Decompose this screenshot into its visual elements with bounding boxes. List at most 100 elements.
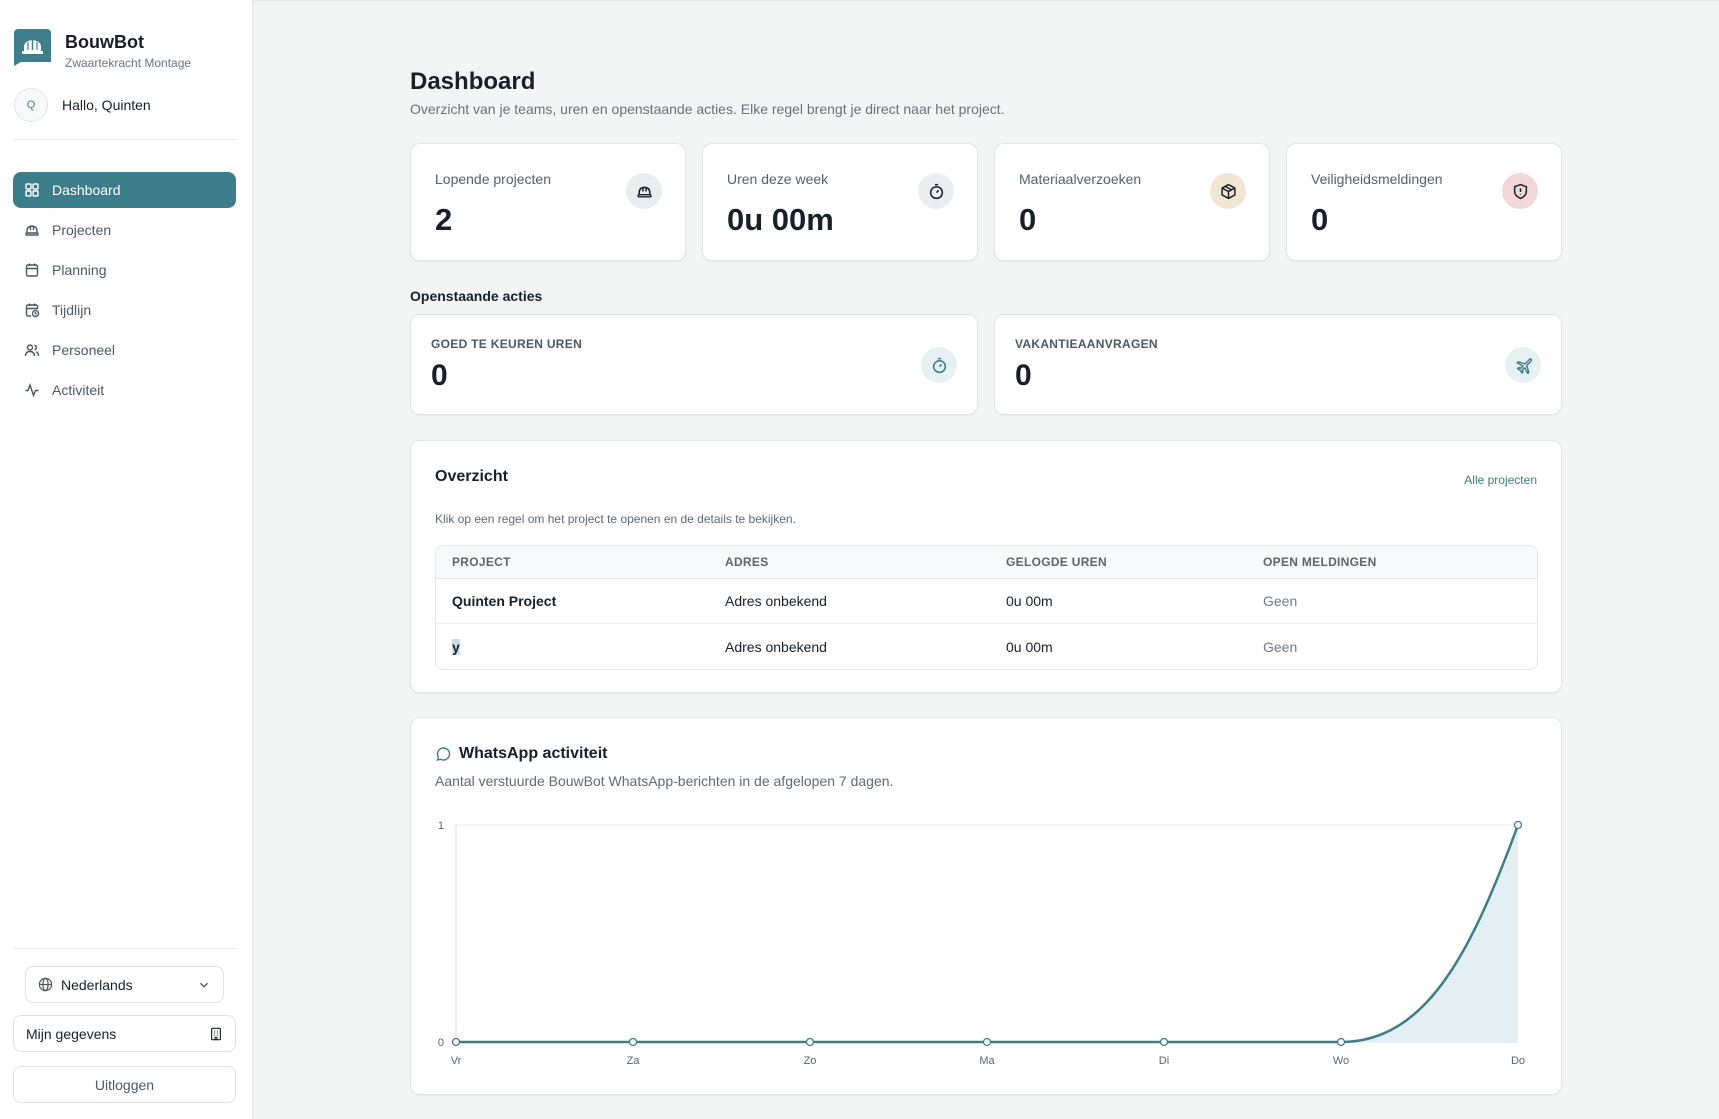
sidebar-item-label: Dashboard [52,182,121,198]
sidebar-item-label: Activiteit [52,382,105,398]
sidebar-item-dashboard[interactable]: Dashboard [13,172,236,208]
project-name: Quinten Project [452,593,557,609]
activity-icon [25,382,39,398]
stat-card-projects[interactable]: Lopende projecten 2 [410,143,686,261]
action-value: 0 [431,359,448,392]
project-alerts: Geen [1263,638,1298,655]
overview-title: Overzicht [435,468,508,485]
sidebar-item-label: Tijdlijn [52,302,92,318]
sidebar: BouwBot Zwaartekracht Montage Q Hallo, Q… [0,0,253,1119]
project-address: Adres onbekend [725,593,827,609]
package-icon [1210,173,1246,209]
x-tick-label: Do [1511,1055,1525,1067]
stat-card-safety[interactable]: Veiligheidsmeldingen 0 [1286,143,1562,261]
x-tick-label: Ma [979,1055,995,1067]
stat-card-materials[interactable]: Materiaalverzoeken 0 [994,143,1270,261]
greeting-text: Hallo, Quinten [62,97,151,113]
project-hours: 0u 00m [1006,593,1053,609]
logout-button[interactable]: Uitloggen [13,1066,236,1103]
language-value: Nederlands [61,976,133,993]
whatsapp-chart: 0 1 Vr Za Zo Ma Di Wo Do [438,820,1525,1067]
avatar[interactable]: Q [14,88,48,122]
page-title: Dashboard [410,68,536,95]
stat-value: 0 [1019,202,1037,237]
grid-icon [25,183,39,197]
series-area [456,825,1518,1042]
sidebar-item-label: Projecten [52,222,112,238]
sidebar-divider [13,139,236,140]
sidebar-nav: Dashboard Projecten Planning Tijdlijn Pe… [13,172,236,412]
profile-button[interactable]: Mijn gegevens [13,1015,236,1052]
whatsapp-card: WhatsApp activiteit Aantal verstuurde Bo… [410,717,1562,1095]
brand-subtitle: Zwaartekracht Montage [65,56,192,70]
sidebar-footer-divider [13,948,236,949]
data-point [1336,1037,1346,1047]
stat-label: Veiligheidsmeldingen [1311,171,1443,187]
action-label: VAKANTIEAANVRAGEN [1015,337,1158,351]
all-projects-link[interactable]: Alle projecten [1464,473,1537,487]
x-tick-label: Za [627,1055,641,1067]
project-address: Adres onbekend [725,638,827,655]
y-tick-label: 1 [438,820,444,832]
table-row[interactable]: y Adres onbekend 0u 00m Geen [436,624,1537,669]
overview-card: Overzicht Alle projecten Klik op een reg… [410,440,1562,693]
hardhat-icon [25,225,39,236]
action-card-vacation[interactable]: VAKANTIEAANVRAGEN 0 [994,314,1562,415]
sidebar-item-tijdlijn[interactable]: Tijdlijn [13,292,236,328]
projects-table: PROJECT ADRES GELOGDE UREN OPEN MELDINGE… [435,545,1538,670]
project-hours: 0u 00m [1006,638,1053,655]
language-select[interactable]: Nederlands [25,966,224,1003]
message-circle-icon [436,747,451,761]
timer-icon [918,173,954,209]
page-subtitle: Overzicht van je teams, uren en openstaa… [410,101,1005,117]
column-header[interactable]: GELOGDE UREN [1006,555,1107,569]
whatsapp-title-text: WhatsApp activiteit [459,745,608,762]
sidebar-item-label: Personeel [52,342,116,358]
brand-name: BouwBot [65,32,144,52]
stat-label: Uren deze week [727,171,829,187]
brand: BouwBot Zwaartekracht Montage [14,29,191,70]
column-header[interactable]: OPEN MELDINGEN [1263,555,1377,569]
whatsapp-title: WhatsApp activiteit [435,745,607,763]
x-tick-label: Di [1159,1055,1169,1067]
table-header: PROJECT ADRES GELOGDE UREN OPEN MELDINGE… [436,546,1537,579]
project-alerts: Geen [1263,593,1298,609]
hardhat-icon [626,173,662,209]
x-tick-label: Wo [1333,1055,1349,1067]
whatsapp-subtitle: Aantal verstuurde BouwBot WhatsApp-beric… [435,773,894,789]
column-header[interactable]: ADRES [725,555,769,569]
user-greeting: Q Hallo, Quinten [14,88,151,122]
users-icon [24,344,40,357]
data-point [451,1037,461,1047]
globe-icon [38,977,53,992]
sidebar-item-planning[interactable]: Planning [13,252,236,288]
data-point [805,1037,815,1047]
x-tick-label: Zo [804,1055,817,1067]
shield-alert-icon [1502,173,1538,209]
action-card-hours[interactable]: GOED TE KEUREN UREN 0 [410,314,978,415]
plane-icon [1505,347,1541,383]
x-tick-label: Vr [451,1055,462,1067]
sidebar-item-label: Planning [52,262,107,278]
sidebar-item-projecten[interactable]: Projecten [13,212,236,248]
project-name: y [452,638,460,655]
table-row[interactable]: Quinten Project Adres onbekend 0u 00m Ge… [436,579,1537,624]
top-border [253,0,1719,3]
stat-value: 2 [435,202,453,237]
overview-subtitle: Klik op een regel om het project te open… [435,512,796,526]
timer-icon [921,347,957,383]
calendar-clock-icon [25,303,40,318]
data-point [628,1037,638,1047]
stat-card-hours[interactable]: Uren deze week 0u 00m [702,143,978,261]
data-point [1513,820,1523,830]
stat-value: 0u 00m [727,202,834,237]
column-header[interactable]: PROJECT [452,555,511,569]
chevron-down-icon [200,982,208,988]
stat-label: Lopende projecten [435,171,551,187]
action-label: GOED TE KEUREN UREN [431,337,583,351]
sidebar-item-personeel[interactable]: Personeel [13,332,236,368]
stat-label: Materiaalverzoeken [1019,171,1142,187]
sidebar-item-activiteit[interactable]: Activiteit [13,372,236,408]
stat-value: 0 [1311,202,1329,237]
y-tick-label: 0 [438,1037,444,1049]
